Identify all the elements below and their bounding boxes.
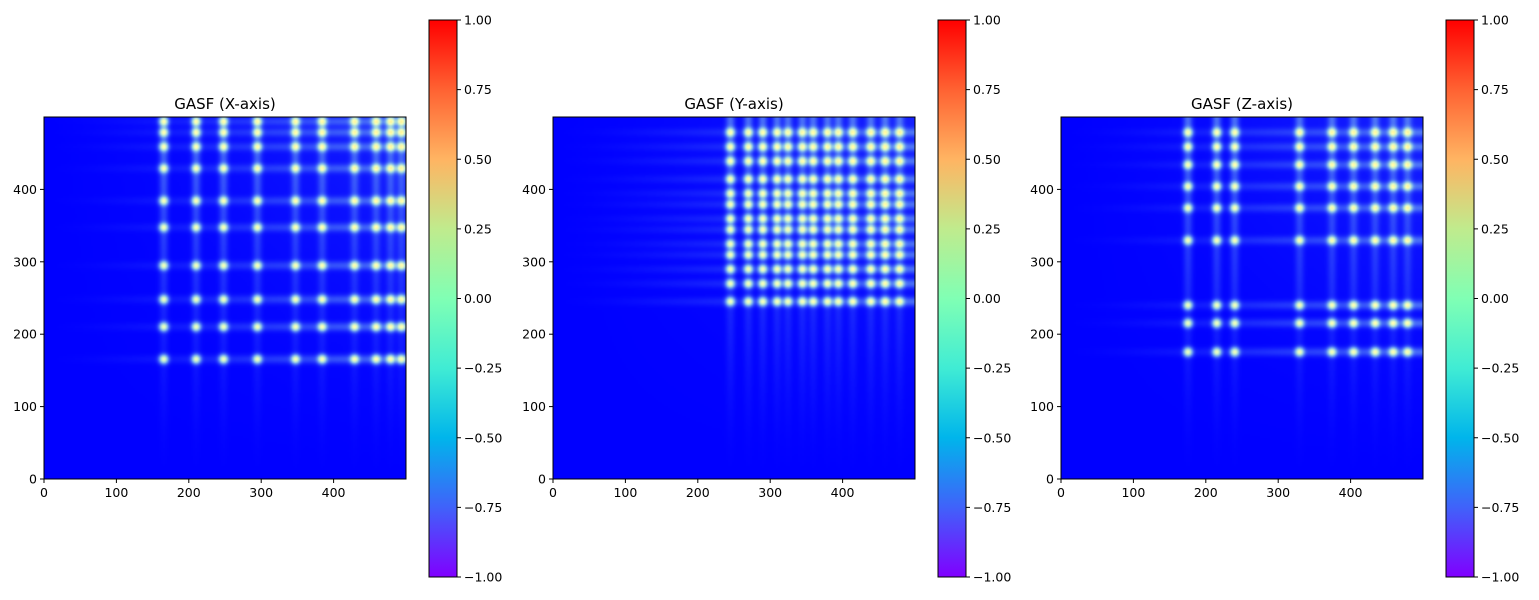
axes-frame bbox=[552, 116, 916, 480]
y-tick-label: 100 bbox=[13, 399, 37, 414]
y-tick-label: 200 bbox=[13, 327, 37, 342]
y-tick-label: 300 bbox=[522, 254, 546, 269]
x-tick-label: 300 bbox=[1266, 485, 1290, 500]
colorbar: 1.00 0.75 0.50 0.25 0.00 −0.25 −0.50 −0.75 −1.00 bbox=[428, 13, 502, 585]
colorbar-gradient bbox=[1446, 20, 1474, 577]
panel-1: GASF (X-axis) 0 100 200 300 400 0 100 200 300 400 1… bbox=[13, 13, 502, 585]
colorbar-gradient bbox=[938, 20, 966, 577]
y-tick-label: 300 bbox=[13, 254, 37, 269]
y-tick-label: 100 bbox=[1030, 399, 1054, 414]
colorbar-tick-label: −0.50 bbox=[973, 430, 1011, 445]
colorbar-tick-label: −1.00 bbox=[973, 570, 1011, 585]
x-tick-label: 300 bbox=[758, 485, 782, 500]
colorbar-tick-label: 1.00 bbox=[1481, 13, 1509, 28]
colorbar-tick-label: −0.50 bbox=[1481, 430, 1519, 445]
colorbar-tick-label: −0.75 bbox=[464, 500, 502, 515]
x-tick-label: 400 bbox=[322, 485, 346, 500]
x-tick-label: 200 bbox=[686, 485, 710, 500]
heatmap-image bbox=[1061, 117, 1423, 479]
panel-title: GASF (Y-axis) bbox=[684, 95, 783, 113]
y-tick-label: 400 bbox=[1030, 182, 1054, 197]
y-tick-label: 100 bbox=[522, 399, 546, 414]
x-tick-label: 300 bbox=[249, 485, 273, 500]
axes-frame bbox=[1060, 116, 1424, 480]
x-tick-label: 200 bbox=[177, 485, 201, 500]
panel-title: GASF (X-axis) bbox=[174, 95, 276, 113]
y-tick-label: 400 bbox=[13, 182, 37, 197]
y-tick-label: 0 bbox=[538, 472, 546, 487]
colorbar-tick-label: 0.00 bbox=[1481, 291, 1509, 306]
heatmap-image bbox=[553, 117, 915, 479]
x-tick-label: 0 bbox=[1057, 485, 1065, 500]
colorbar-tick-label: −0.50 bbox=[464, 430, 502, 445]
colorbar-tick-label: 0.25 bbox=[464, 221, 492, 236]
colorbar-tick-label: 1.00 bbox=[464, 13, 492, 28]
colorbar-tick-label: −1.00 bbox=[464, 570, 502, 585]
x-tick-label: 0 bbox=[40, 485, 48, 500]
panel-2: GASF (Y-axis) 0 100 200 300 400 0 100 200 300 400 1… bbox=[522, 13, 1011, 585]
colorbar-tick-label: 0.75 bbox=[1481, 82, 1509, 97]
colorbar-tick-label: 1.00 bbox=[973, 13, 1001, 28]
x-tick-label: 100 bbox=[613, 485, 637, 500]
colorbar-tick-label: 0.50 bbox=[464, 152, 492, 167]
colorbar-tick-label: 0.00 bbox=[464, 291, 492, 306]
colorbar-tick-label: 0.50 bbox=[973, 152, 1001, 167]
colorbar-tick-label: −0.75 bbox=[1481, 500, 1519, 515]
x-tick-label: 200 bbox=[1194, 485, 1218, 500]
y-tick-label: 300 bbox=[1030, 254, 1054, 269]
colorbar-tick-label: 0.50 bbox=[1481, 152, 1509, 167]
panel-3: GASF (Z-axis) 0 100 200 300 400 0 100 200 300 400 1… bbox=[1030, 13, 1519, 585]
colorbar-tick-label: 0.25 bbox=[973, 221, 1001, 236]
colorbar-tick-label: −1.00 bbox=[1481, 570, 1519, 585]
x-tick-label: 400 bbox=[831, 485, 855, 500]
panel-title: GASF (Z-axis) bbox=[1191, 95, 1293, 113]
x-tick-label: 100 bbox=[1121, 485, 1145, 500]
y-tick-label: 0 bbox=[1046, 472, 1054, 487]
colorbar-gradient bbox=[429, 20, 457, 577]
x-tick-label: 100 bbox=[104, 485, 128, 500]
x-tick-label: 0 bbox=[549, 485, 557, 500]
colorbar-tick-label: 0.25 bbox=[1481, 221, 1509, 236]
colorbar-tick-label: 0.75 bbox=[464, 82, 492, 97]
panels: GASF (X-axis) 0 100 200 300 400 0 100 200 300 400 1… bbox=[13, 13, 1519, 585]
y-tick-label: 200 bbox=[1030, 327, 1054, 342]
colorbar-tick-label: −0.75 bbox=[973, 500, 1011, 515]
colorbar-tick-label: −0.25 bbox=[1481, 361, 1519, 376]
x-tick-label: 400 bbox=[1339, 485, 1363, 500]
heatmap-image bbox=[44, 117, 406, 479]
colorbar-tick-label: 0.00 bbox=[973, 291, 1001, 306]
y-tick-label: 400 bbox=[522, 182, 546, 197]
colorbar: 1.00 0.75 0.50 0.25 0.00 −0.25 −0.50 −0.75 −1.00 bbox=[937, 13, 1011, 585]
y-tick-label: 0 bbox=[29, 472, 37, 487]
colorbar-tick-label: −0.25 bbox=[464, 361, 502, 376]
colorbar-tick-label: −0.25 bbox=[973, 361, 1011, 376]
colorbar: 1.00 0.75 0.50 0.25 0.00 −0.25 −0.50 −0.75 −1.00 bbox=[1445, 13, 1519, 585]
y-tick-label: 200 bbox=[522, 327, 546, 342]
axes-frame bbox=[43, 116, 407, 480]
colorbar-tick-label: 0.75 bbox=[973, 82, 1001, 97]
